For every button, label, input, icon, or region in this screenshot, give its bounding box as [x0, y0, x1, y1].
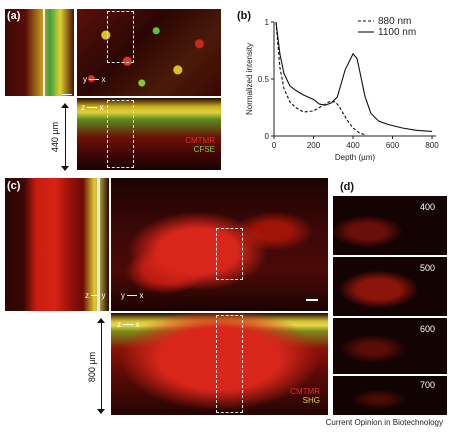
panel-d-slice-700: 700	[333, 376, 447, 415]
panel-c-xy-view: y x	[111, 178, 328, 311]
x-tick-label: 800	[425, 141, 439, 150]
axis-x-label: x	[101, 75, 106, 84]
x-tick-label: 0	[272, 141, 277, 150]
axis-z-label: z	[85, 291, 89, 300]
x-axis-label: Depth (µm)	[335, 153, 376, 162]
legend-label: 1100 nm	[378, 27, 416, 38]
axis-z-label: z	[117, 320, 121, 329]
stain-cfse-label: CFSE	[193, 145, 215, 154]
panel-c-top-axis: y x	[121, 292, 143, 300]
intensity-depth-chart: 0 0.5 1 0 200 400 600 800 Depth (µm) Normalized i…	[245, 16, 439, 162]
panel-d-slice-500: 500	[333, 257, 447, 316]
panel-c-depth-label: 800 µm	[87, 351, 98, 383]
panel-c-left-axis: z y	[85, 292, 105, 300]
depth-500-label: 500	[419, 263, 435, 273]
panel-a-xz-roi-box	[107, 100, 134, 168]
panel-c-roi-box	[216, 228, 243, 280]
panel-c-side-axis: z x	[117, 321, 139, 329]
x-tick-label: 200	[307, 141, 321, 150]
panel-c-label: (c)	[7, 180, 21, 192]
axis-y-label: y	[83, 75, 87, 84]
panel-a-top-axis: y x	[83, 76, 105, 84]
panel-d-slice-400: 400	[333, 196, 447, 255]
axis-x-label: x	[99, 103, 104, 112]
axis-y-label: y	[101, 291, 106, 300]
panel-d-label: (d)	[340, 181, 355, 193]
y-tick-label: 0	[265, 132, 270, 141]
x-tick-label: 400	[346, 141, 360, 150]
panel-a-depth-label: 440 µm	[50, 121, 61, 153]
axis-x-label: x	[139, 291, 144, 300]
panel-a-label: (a)	[7, 10, 21, 22]
series-line-880-nm	[275, 21, 366, 136]
panel-c-xz-view: z x CMTMR SHG	[111, 313, 328, 415]
figure-credit: Current Opinion in Biotechnology	[325, 418, 443, 427]
stain-cmtmr-label: CMTMR	[185, 136, 215, 145]
axis-z-label: z	[81, 103, 85, 112]
panel-a-side-axis: z x	[81, 104, 103, 112]
axis-y-label: y	[121, 291, 125, 300]
panel-c-xz-roi-box	[216, 315, 243, 413]
panel-c-depth-arrow	[96, 318, 108, 414]
panel-d-slice-600: 600	[333, 318, 447, 374]
panel-b-label: (b)	[237, 10, 252, 22]
panel-a-depth-arrow	[60, 103, 72, 171]
legend-label: 880 nm	[378, 16, 411, 27]
axis-x-label: x	[135, 320, 140, 329]
panel-a-side-view	[5, 9, 74, 96]
panel-c-yz-view: z y	[5, 178, 109, 311]
stain-cmtmr-label: CMTMR	[290, 387, 320, 396]
panel-a-xz-view: z x CMTMR CFSE	[77, 98, 221, 170]
y-tick-label: 1	[265, 18, 270, 27]
y-axis-label: Normalized intensity	[245, 43, 254, 115]
depth-400-label: 400	[419, 202, 435, 212]
panel-a-roi-box	[107, 11, 134, 63]
depth-700-label: 700	[419, 380, 435, 390]
x-tick-label: 600	[386, 141, 400, 150]
series-line-1100-nm	[275, 21, 433, 132]
y-tick-label: 0.5	[258, 75, 270, 84]
depth-600-label: 600	[419, 324, 435, 334]
stain-shg-label: SHG	[302, 396, 320, 405]
panel-a-xy-view: y x	[77, 9, 221, 96]
